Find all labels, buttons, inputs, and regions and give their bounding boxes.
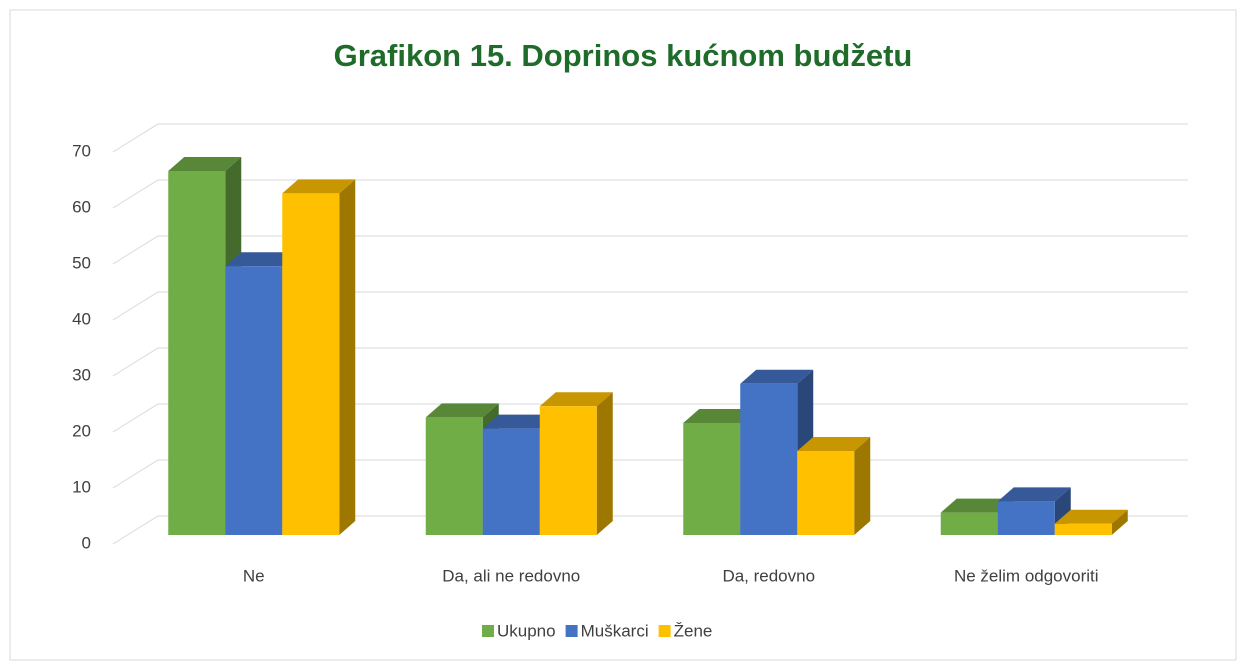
y-tick-label: 20 — [72, 421, 91, 440]
y-tick-label: 10 — [72, 477, 91, 496]
legend-label: Ukupno — [497, 621, 556, 640]
legend-label: Žene — [674, 621, 713, 640]
grid-line — [112, 179, 1188, 209]
y-tick-label: 70 — [72, 141, 91, 160]
grid-line — [112, 403, 1188, 433]
bar — [1054, 509, 1128, 535]
bar — [797, 437, 871, 535]
grid-line — [112, 123, 1188, 153]
bar — [539, 392, 613, 535]
y-tick-label: 30 — [72, 365, 91, 384]
x-tick-label: Da, redovno — [722, 566, 815, 585]
y-tick-label: 40 — [72, 309, 91, 328]
legend-swatch — [482, 625, 494, 637]
legend-swatch — [565, 625, 578, 637]
x-tick-label: Ne — [243, 566, 265, 585]
chart-title: Grafikon 15. Doprinos kućnom budžetu — [334, 38, 913, 73]
x-tick-label: Da, ali ne redovno — [442, 566, 580, 585]
grid-line — [112, 235, 1188, 265]
x-tick-label: Ne želim odgovoriti — [954, 566, 1099, 585]
y-tick-label: 50 — [72, 253, 91, 272]
grid-line — [112, 291, 1188, 321]
bar — [940, 498, 1014, 535]
legend-label: Muškarci — [581, 621, 649, 640]
y-tick-label: 60 — [72, 197, 91, 216]
grid-line — [112, 347, 1188, 377]
y-tick-label: 0 — [82, 533, 91, 552]
legend-swatch — [658, 625, 671, 637]
bar — [282, 179, 356, 535]
